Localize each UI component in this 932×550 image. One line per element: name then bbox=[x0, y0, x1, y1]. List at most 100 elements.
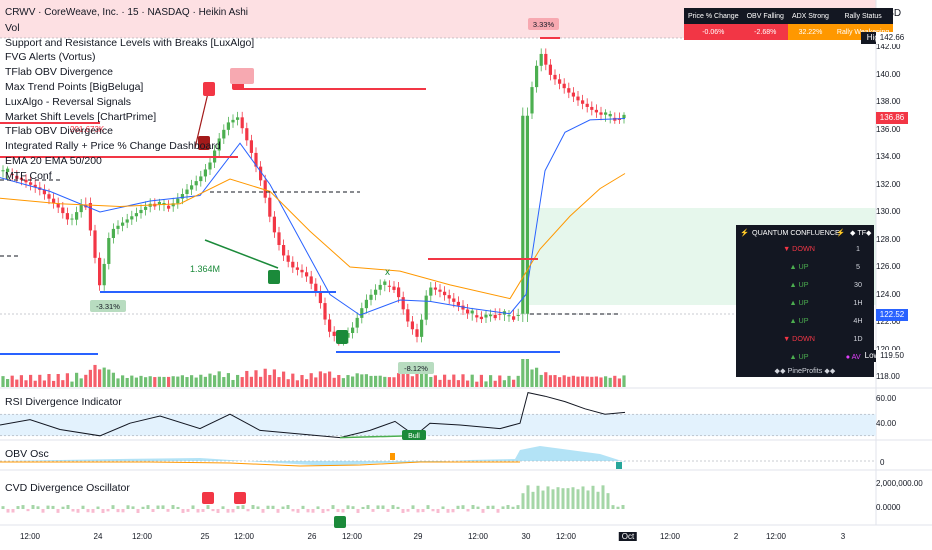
indicator-max-trend[interactable]: Max Trend Points [BigBeluga] bbox=[5, 80, 144, 93]
cvd-bar bbox=[486, 505, 490, 509]
indicator-sr-levels[interactable]: Support and Resistance Levels with Break… bbox=[5, 36, 255, 49]
candle-body bbox=[300, 269, 304, 273]
volume-bar bbox=[410, 376, 414, 387]
obv-marker bbox=[390, 453, 395, 460]
volume-bar bbox=[153, 377, 157, 387]
volume-bar bbox=[139, 375, 143, 387]
candle-body bbox=[314, 283, 318, 292]
candle-body bbox=[231, 119, 235, 123]
volume-bar bbox=[346, 375, 350, 387]
volume-bar bbox=[180, 375, 184, 387]
confluence-header: QUANTUM CONFLUENCE bbox=[752, 228, 840, 237]
volume-bar bbox=[65, 373, 69, 387]
symbol-title[interactable]: CRWV · CoreWeave, Inc. · 15 · NASDAQ · H… bbox=[5, 7, 249, 18]
cvd-bar bbox=[546, 486, 550, 509]
bolt-icon: ⚡ bbox=[836, 228, 845, 237]
volume-bar bbox=[84, 374, 88, 387]
volume-bar bbox=[548, 375, 552, 387]
volume-bar bbox=[286, 379, 290, 387]
volume-bar bbox=[277, 377, 281, 387]
obv-pane-title[interactable]: OBV Osc bbox=[5, 448, 49, 460]
time-tick: 26 bbox=[307, 532, 317, 541]
cvd-bar bbox=[56, 509, 60, 513]
cvd-bar bbox=[611, 505, 615, 509]
volume-bar bbox=[318, 371, 322, 387]
volume-bar bbox=[571, 375, 575, 387]
candle-body bbox=[590, 106, 594, 110]
indicator-reversal[interactable]: LuxAlgo - Reversal Signals bbox=[5, 95, 132, 108]
indicator-fvg[interactable]: FVG Alerts (Vortus) bbox=[5, 51, 96, 64]
rsi-band bbox=[0, 414, 876, 436]
rsi-pane-title[interactable]: RSI Divergence Indicator bbox=[5, 396, 122, 408]
candle-body bbox=[360, 308, 364, 318]
volume-bar bbox=[576, 376, 580, 387]
candle-body bbox=[88, 203, 92, 231]
volume-bar bbox=[613, 375, 617, 387]
volume-bar bbox=[558, 377, 562, 387]
cvd-bar bbox=[76, 509, 80, 513]
volume-bar bbox=[383, 376, 387, 387]
obv-area bbox=[0, 446, 625, 466]
diamond-icon: ◆ bbox=[850, 228, 856, 237]
volume-bar bbox=[263, 368, 267, 387]
time-tick: 25 bbox=[200, 532, 210, 541]
cvd-tick: 2,000,000.00 bbox=[876, 479, 923, 488]
volume-bar bbox=[56, 373, 60, 387]
cvd-bar bbox=[351, 506, 355, 509]
candle-body bbox=[24, 179, 28, 183]
volume-bar bbox=[406, 371, 410, 387]
volume-bar bbox=[231, 379, 235, 387]
volume-bar bbox=[254, 370, 258, 387]
volume-bar bbox=[420, 372, 424, 387]
candle-body bbox=[364, 299, 368, 309]
volume-bar bbox=[194, 377, 198, 387]
indicator-mtf[interactable]: MTF Conf bbox=[5, 169, 52, 182]
time-tick: 24 bbox=[93, 532, 103, 541]
candle-body bbox=[484, 314, 488, 318]
candle-body bbox=[144, 206, 148, 210]
volume-bar bbox=[185, 377, 189, 387]
volume-bar bbox=[24, 380, 28, 387]
volume-bar bbox=[116, 378, 120, 387]
volume-bar bbox=[98, 369, 102, 387]
candle-body bbox=[286, 255, 290, 262]
candle-body bbox=[401, 297, 405, 310]
cvd-bar bbox=[281, 506, 285, 509]
indicator-obv-div[interactable]: TFlab OBV Divergence bbox=[5, 66, 113, 79]
rsi-tick: 60.00 bbox=[876, 394, 897, 403]
volume-bar bbox=[88, 369, 92, 387]
confluence-tf: 30 bbox=[854, 280, 862, 289]
cvd-pane-title[interactable]: CVD Divergence Oscillator bbox=[5, 482, 130, 494]
candle-body bbox=[535, 65, 539, 88]
volume-bar bbox=[240, 377, 244, 387]
indicator-ema[interactable]: EMA 20 EMA 50/200 bbox=[5, 154, 102, 167]
cvd-bar bbox=[421, 509, 425, 513]
volume-bar bbox=[208, 373, 212, 387]
confluence-tf: 1D bbox=[853, 334, 863, 343]
rsi-bull-tag-bg bbox=[402, 430, 426, 440]
signal-marker bbox=[268, 270, 280, 284]
indicator-rally-dashboard[interactable]: Integrated Rally + Price % Change Dashbo… bbox=[5, 140, 221, 153]
volume-bar bbox=[38, 374, 42, 387]
tf-header-label: TF bbox=[857, 228, 867, 237]
currency-button[interactable]: USD bbox=[880, 8, 902, 19]
volume-bar bbox=[245, 370, 249, 387]
cvd-bar bbox=[556, 487, 560, 509]
cvd-bar bbox=[171, 505, 175, 509]
price-tick: 136.00 bbox=[876, 124, 901, 134]
cvd-bar bbox=[456, 505, 460, 509]
volume-bar bbox=[387, 377, 391, 387]
cvd-bar bbox=[216, 509, 220, 513]
volume-bar bbox=[392, 377, 396, 387]
indicator-market-shift[interactable]: Market Shift Levels [ChartPrime] bbox=[5, 110, 157, 123]
cvd-bar bbox=[316, 506, 320, 509]
candle-body bbox=[240, 117, 244, 129]
price-tick: 120.00 bbox=[876, 344, 901, 354]
cvd-bar bbox=[506, 505, 510, 509]
cvd-bar bbox=[376, 505, 380, 509]
price-tick: 122.00 bbox=[876, 317, 901, 326]
indicator-vol[interactable]: Vol bbox=[5, 21, 20, 34]
current-price-tag: 136.86 bbox=[876, 112, 908, 124]
indicator-obv-div-2[interactable]: TFlab OBV Divergence bbox=[5, 125, 113, 138]
candle-body bbox=[558, 79, 562, 84]
